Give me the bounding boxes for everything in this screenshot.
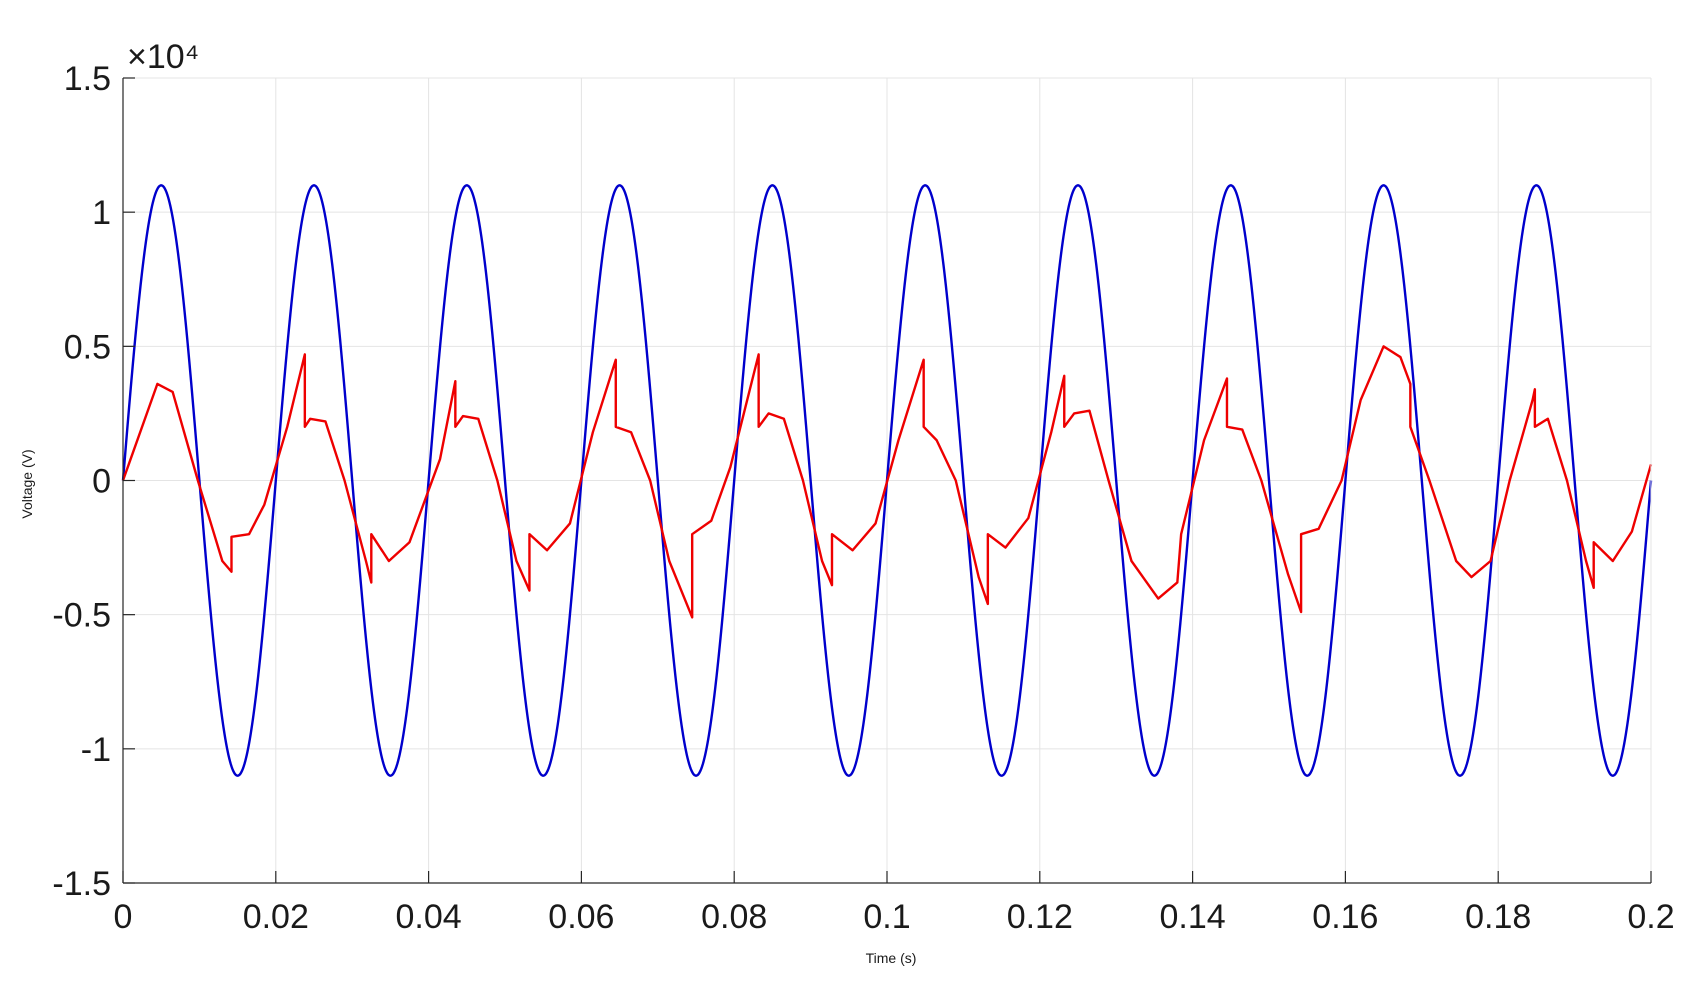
y-tick-label: 0.5 [64,328,111,366]
y-tick-label: 1.5 [64,60,111,98]
series-line-2 [121,345,1653,619]
x-tick-label: 0.12 [1007,898,1073,936]
series-group [121,184,1653,777]
x-tick-label: 0 [114,898,133,936]
y-tick-label: -0.5 [52,597,111,635]
y-axis-label: Voltage (V) [19,449,35,518]
x-tick-label: 0.06 [548,898,614,936]
y-tick-label: -1.5 [52,865,111,903]
x-tick-label: 0.04 [396,898,462,936]
x-tick-label: 0.02 [243,898,309,936]
y-tick-label: 1 [92,194,111,232]
x-tick-label: 0.08 [701,898,767,936]
x-axis-label: Time (s) [866,950,917,966]
y-tick-label: -1 [81,731,111,769]
x-tick-label: 0.14 [1160,898,1226,936]
x-tick-label: 0.2 [1627,898,1674,936]
x-tick-label: 0.1 [863,898,910,936]
x-tick-label: 0.18 [1465,898,1531,936]
y-exponent-label: ×10⁴ [127,38,199,76]
tick-labels: 0 0.02 0.04 0.06 0.08 0.1 0.12 0.14 0.16 0.18 0.2 -… [52,60,1674,936]
axes [122,77,1652,884]
x-tick-label: 0.16 [1312,898,1378,936]
y-tick-label: 0 [92,463,111,501]
